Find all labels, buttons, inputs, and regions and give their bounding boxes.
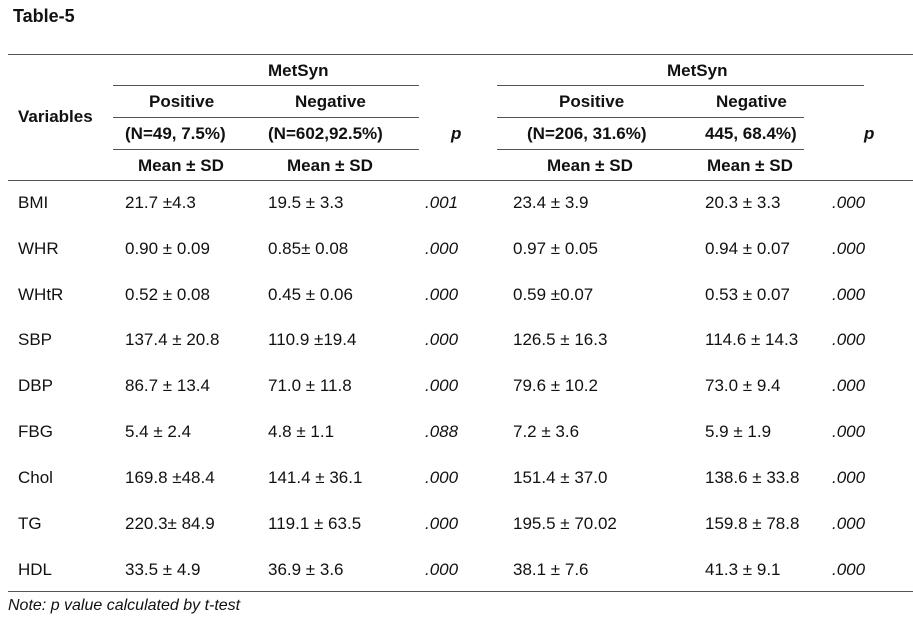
cell-variable: FBG [18,422,53,441]
cell-g1-negative: 19.5 ± 3.3 [268,193,344,212]
cell-g2-negative: 0.53 ± 0.07 [705,285,790,304]
cell-p2: .000 [832,422,866,441]
group1-negative-stat: Mean ± SD [287,156,373,175]
cell-p1: .000 [425,560,459,579]
cell-g1-negative: 71.0 ± 11.8 [268,376,352,395]
cell-g2-negative: 138.6 ± 33.8 [705,468,800,487]
cell-variable: BMI [18,193,49,212]
cell-g1-positive: 86.7 ± 13.4 [125,376,210,395]
group1-negative-n: (N=602,92.5%) [268,124,383,143]
group2-underline [497,85,864,86]
cell-p1: .000 [425,514,459,533]
cell-g2-positive: 0.97 ± 0.05 [513,239,598,258]
sub1-underline [113,117,419,118]
cell-g2-negative: 159.8 ± 78.8 [705,514,800,533]
cell-g2-negative: 5.9 ± 1.9 [705,422,772,441]
cell-g1-positive: 5.4 ± 2.4 [125,422,192,441]
cell-g2-positive: 0.59 ±0.07 [513,285,594,304]
cell-g1-positive: 220.3± 84.9 [125,514,215,533]
group1-positive-n: (N=49, 7.5%) [125,124,226,143]
cell-p1: .000 [425,468,459,487]
cell-g1-positive: 169.8 ±48.4 [125,468,215,487]
group2-negative-n: 445, 68.4%) [705,124,797,143]
cell-p2: .000 [832,239,866,258]
group2-positive-stat: Mean ± SD [547,156,633,175]
cell-p1: .000 [425,330,459,349]
cell-p1: .000 [425,285,459,304]
cell-p2: .000 [832,514,866,533]
cell-variable: DBP [18,376,53,395]
group1-underline [113,85,419,86]
cell-g2-positive: 151.4 ± 37.0 [513,468,608,487]
cell-g2-negative: 20.3 ± 3.3 [705,193,781,212]
cell-g2-positive: 23.4 ± 3.9 [513,193,589,212]
group1-positive-stat: Mean ± SD [138,156,224,175]
cell-variable: WHtR [18,285,64,304]
cell-g2-negative: 114.6 ± 14.3 [705,330,799,349]
cell-variable: HDL [18,560,53,579]
n1-underline [113,149,419,150]
cell-p1: .088 [425,422,459,441]
cell-variable: TG [18,514,42,533]
p-header-1: p [451,124,462,143]
variables-header: Variables [18,107,93,126]
cell-g2-negative: 73.0 ± 9.4 [705,376,781,395]
cell-g1-negative: 141.4 ± 36.1 [268,468,363,487]
group2-label: MetSyn [667,61,728,80]
group2-positive-n: (N=206, 31.6%) [527,124,647,143]
group1-positive-label: Positive [149,92,215,111]
group2-negative-label: Negative [716,92,787,111]
cell-g1-negative: 0.45 ± 0.06 [268,285,353,304]
group2-negative-stat: Mean ± SD [707,156,793,175]
cell-p2: .000 [832,330,866,349]
group1-label: MetSyn [268,61,329,80]
cell-p2: .000 [832,285,866,304]
cell-g1-negative: 0.85± 0.08 [268,239,349,258]
table-footnote: Note: p value calculated by t-test [8,597,241,614]
cell-g2-negative: 41.3 ± 9.1 [705,560,781,579]
cell-g1-negative: 110.9 ±19.4 [268,330,357,349]
cell-g2-positive: 195.5 ± 70.02 [513,514,617,533]
cell-p2: .000 [832,193,866,212]
sub2-underline [497,117,804,118]
cell-variable: Chol [18,468,53,487]
cell-p2: .000 [832,560,866,579]
top-rule [8,54,913,55]
group2-positive-label: Positive [559,92,625,111]
cell-g1-positive: 21.7 ±4.3 [125,193,196,212]
cell-p2: .000 [832,376,866,395]
cell-variable: SBP [18,330,53,349]
cell-p1: .001 [425,193,459,212]
cell-g1-negative: 36.9 ± 3.6 [268,560,344,579]
cell-g2-positive: 126.5 ± 16.3 [513,330,608,349]
bottom-rule [8,591,913,592]
cell-g2-negative: 0.94 ± 0.07 [705,239,790,258]
cell-g1-negative: 119.1 ± 63.5 [268,514,362,533]
cell-p2: .000 [832,468,866,487]
cell-g2-positive: 7.2 ± 3.6 [513,422,580,441]
cell-g1-positive: 0.52 ± 0.08 [125,285,210,304]
cell-p1: .000 [425,239,459,258]
cell-g2-positive: 79.6 ± 10.2 [513,376,598,395]
n2-underline [497,149,804,150]
header-bottom-rule [8,180,913,181]
group1-negative-label: Negative [295,92,366,111]
p-header-2: p [864,124,875,143]
cell-p1: .000 [425,376,459,395]
cell-g1-positive: 0.90 ± 0.09 [125,239,210,258]
cell-g1-negative: 4.8 ± 1.1 [268,422,335,441]
cell-g1-positive: 33.5 ± 4.9 [125,560,201,579]
cell-g2-positive: 38.1 ± 7.6 [513,560,589,579]
cell-g1-positive: 137.4 ± 20.8 [125,330,220,349]
table-title: Table-5 [13,6,75,26]
cell-variable: WHR [18,239,59,258]
